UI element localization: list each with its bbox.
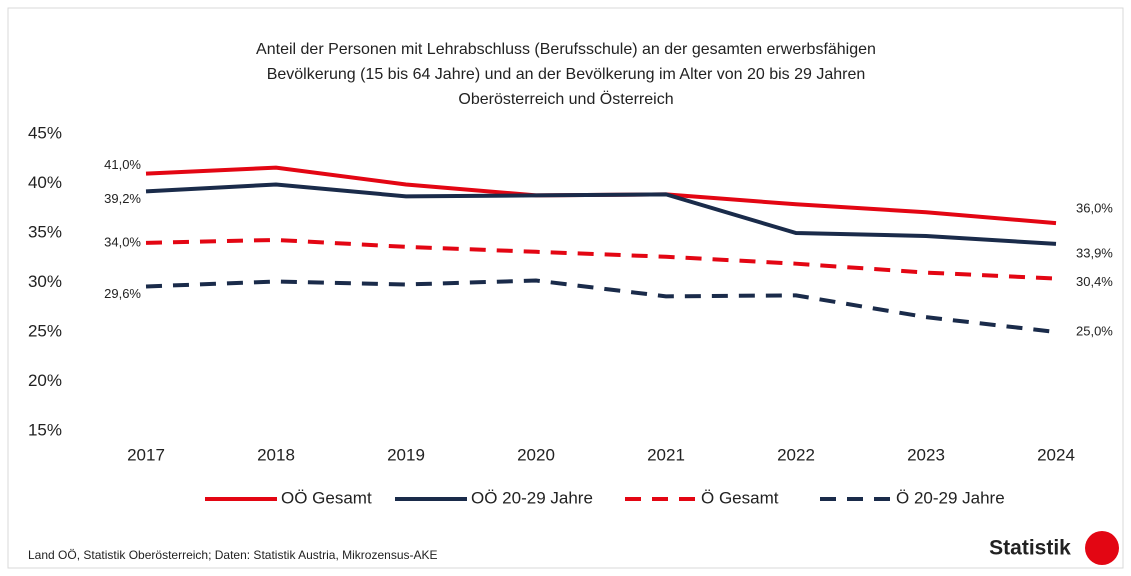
y-tick-label: 45% — [28, 123, 62, 142]
series-line — [145, 182, 1057, 246]
x-tick-label: 2022 — [777, 445, 815, 464]
y-tick-label: 25% — [28, 321, 62, 340]
frame — [7, 7, 1124, 569]
value-label: 41,0% — [104, 157, 141, 172]
value-label: 39,2% — [104, 191, 141, 206]
legend-label: OÖ Gesamt — [281, 488, 372, 507]
legend-label: Ö Gesamt — [701, 488, 779, 507]
y-tick-label: 35% — [28, 222, 62, 241]
x-tick-label: 2024 — [1037, 445, 1075, 464]
logo-mark — [1085, 531, 1119, 565]
series-line — [145, 278, 1057, 334]
value-label: 30,4% — [1076, 274, 1113, 289]
chart-title: Oberösterreich und Österreich — [458, 90, 673, 108]
x-tick-label: 2020 — [517, 445, 555, 464]
chart-title: Anteil der Personen mit Lehrabschluss (B… — [256, 41, 876, 58]
x-tick-label: 2018 — [257, 445, 295, 464]
source: Land OÖ, Statistik Oberösterreich; Daten… — [28, 548, 438, 562]
logo-text: Statistik — [989, 537, 1071, 560]
value-label: 33,9% — [1076, 245, 1113, 260]
y-tick-label: 20% — [28, 371, 62, 390]
value-label: 34,0% — [104, 234, 141, 249]
y-tick-label: 15% — [28, 420, 62, 439]
x-tick-label: 2017 — [127, 445, 165, 464]
value-label: 25,0% — [1076, 323, 1113, 338]
legend-label: OÖ 20-29 Jahre — [471, 488, 593, 507]
x-tick-label: 2023 — [907, 445, 945, 464]
chart-title: Bevölkerung (15 bis 64 Jahre) und an der… — [267, 66, 866, 83]
value-label: 36,0% — [1076, 201, 1113, 216]
value-label: 29,6% — [104, 286, 141, 301]
y-tick-label: 40% — [28, 173, 62, 192]
x-tick-label: 2021 — [647, 445, 685, 464]
y-tick-label: 30% — [28, 272, 62, 291]
x-tick-label: 2019 — [387, 445, 425, 464]
legend-label: Ö 20-29 Jahre — [896, 488, 1005, 507]
series-line — [145, 237, 1057, 281]
